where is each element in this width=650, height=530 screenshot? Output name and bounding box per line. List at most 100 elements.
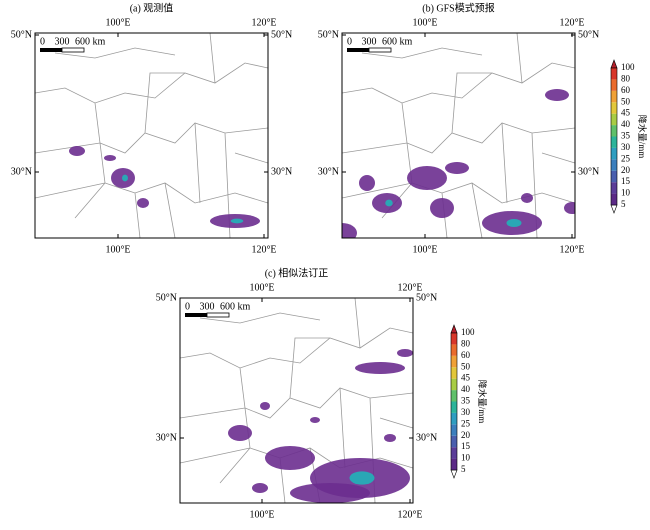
- y-tick-label-left: 50°N: [318, 29, 339, 40]
- colorbar-segment: [611, 79, 617, 91]
- colorbar-label: 50: [621, 96, 631, 106]
- panel-title: (a) 观测值: [130, 1, 174, 14]
- precip-core: [230, 218, 244, 224]
- precip-area: [252, 483, 268, 493]
- colorbar-label: 60: [461, 350, 471, 360]
- colorbar-frame: [450, 332, 458, 471]
- colorbar-segment: [611, 136, 617, 148]
- colorbar-segment: [451, 378, 457, 391]
- colorbar-label: 45: [461, 373, 471, 383]
- colorbar-segment: [611, 102, 617, 114]
- x-tick-label-top: 100°E: [105, 17, 130, 28]
- colorbar-label: 10: [461, 453, 471, 463]
- precip-area: [228, 425, 252, 441]
- colorbar-segment: [451, 355, 457, 368]
- colorbar-label: 5: [461, 464, 466, 474]
- y-tick-label-left: 30°N: [318, 166, 339, 177]
- colorbar-segment: [451, 401, 457, 413]
- colorbar-segment: [451, 412, 457, 425]
- precip-area: [342, 223, 357, 238]
- scale-bar-black: [347, 48, 369, 52]
- colorbar-segment: [451, 344, 457, 356]
- colorbar-label: 35: [621, 131, 631, 141]
- scale-label: 0: [347, 36, 352, 47]
- colorbar-label: 25: [621, 153, 631, 163]
- colorbar-label: 100: [461, 327, 475, 337]
- precip-core: [122, 174, 128, 182]
- y-tick-label-right: 30°N: [416, 432, 437, 443]
- scale-label: 300: [55, 36, 70, 47]
- y-tick-label-right: 50°N: [271, 29, 292, 40]
- scale-label: 600 km: [382, 36, 413, 47]
- colorbar-label: 25: [461, 418, 471, 428]
- x-tick-label-top: 120°E: [397, 282, 422, 293]
- colorbar-label: 80: [461, 338, 471, 348]
- colorbar-title: 降水量/mm: [637, 115, 648, 159]
- scale-bar-white: [206, 312, 230, 318]
- precip-core: [385, 199, 393, 207]
- scale-label: 0: [185, 301, 190, 312]
- colorbar-label: 40: [621, 119, 631, 129]
- x-tick-label-bottom: 100°E: [105, 244, 130, 255]
- x-tick-label-bottom: 100°E: [249, 509, 274, 520]
- colorbar-label: 50: [461, 361, 471, 371]
- colorbar-segment: [451, 333, 457, 345]
- precip-area: [445, 162, 469, 174]
- colorbar-label: 60: [621, 85, 631, 95]
- precip-area: [564, 202, 575, 214]
- y-tick-label-right: 30°N: [271, 166, 292, 177]
- precip-area: [545, 89, 569, 101]
- y-tick-label-left: 50°N: [11, 29, 32, 40]
- colorbar-segment: [611, 147, 617, 160]
- x-tick-label-top: 120°E: [251, 17, 276, 28]
- precip-area: [384, 434, 396, 442]
- y-tick-label-left: 30°N: [156, 432, 177, 443]
- x-tick-label-bottom: 120°E: [251, 244, 276, 255]
- colorbar-label: 30: [621, 142, 631, 152]
- precip-area: [521, 193, 533, 203]
- precip-area: [310, 417, 320, 423]
- precip-area: [430, 198, 454, 218]
- precip-area: [260, 402, 270, 410]
- colorbar-segment: [451, 435, 457, 448]
- colorbar-segment: [611, 113, 617, 126]
- map-frame: [341, 32, 576, 239]
- scale-label: 600 km: [220, 301, 251, 312]
- colorbar-segment: [451, 367, 457, 379]
- precip-area: [407, 166, 447, 190]
- map-area: [180, 298, 413, 503]
- map-frame: [179, 297, 414, 504]
- colorbar-label: 20: [461, 430, 471, 440]
- colorbar-label: 15: [461, 441, 471, 451]
- precip-area: [137, 198, 149, 208]
- scale-bar-black: [185, 313, 207, 317]
- x-tick-label-bottom: 100°E: [412, 244, 437, 255]
- colorbar-segment: [451, 390, 457, 402]
- x-tick-label-bottom: 120°E: [559, 244, 584, 255]
- colorbar-label: 40: [461, 384, 471, 394]
- map-frame: [34, 32, 269, 239]
- colorbar-label: 35: [461, 396, 471, 406]
- colorbar-segment: [611, 182, 617, 194]
- scale-bar-black: [40, 48, 62, 52]
- x-tick-label-top: 120°E: [559, 17, 584, 28]
- y-tick-label-right: 50°N: [416, 292, 437, 303]
- precip-area: [397, 349, 413, 357]
- precip-area: [265, 446, 315, 470]
- x-tick-label-top: 100°E: [249, 282, 274, 293]
- x-tick-label-bottom: 120°E: [397, 509, 422, 520]
- colorbar-segment: [611, 159, 617, 171]
- colorbar-segment: [611, 90, 617, 103]
- panel-title: (b) GFS模式预报: [422, 1, 495, 14]
- y-tick-label-right: 50°N: [578, 29, 599, 40]
- scale-label: 0: [40, 36, 45, 47]
- precip-area: [104, 155, 116, 161]
- scale-label: 300: [362, 36, 377, 47]
- colorbar-label: 100: [621, 62, 635, 72]
- colorbar-bottom-arrow: [450, 469, 458, 479]
- colorbar-segment: [451, 447, 457, 459]
- colorbar-top-arrow: [450, 324, 458, 334]
